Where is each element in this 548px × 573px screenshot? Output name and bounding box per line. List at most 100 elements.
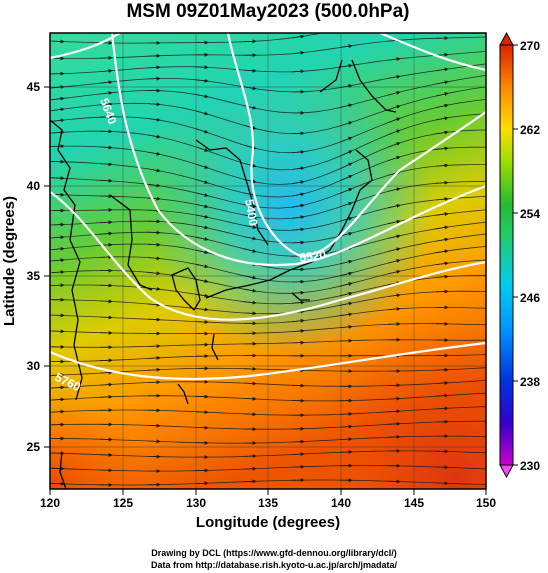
streamline-arrow bbox=[99, 102, 113, 107]
streamline-arrow bbox=[339, 312, 353, 317]
streamline-arrow bbox=[387, 409, 401, 414]
streamline-arrow bbox=[291, 227, 305, 232]
colorbar-min-arrow bbox=[499, 464, 514, 479]
streamline-arrow bbox=[387, 247, 401, 252]
coastline bbox=[50, 59, 397, 489]
streamline-arrow bbox=[387, 434, 401, 439]
streamline-arrow bbox=[243, 125, 257, 130]
colorbar-tick-238: 238 bbox=[520, 375, 540, 389]
streamline-arrow bbox=[195, 410, 209, 415]
streamline-arrow bbox=[147, 317, 161, 322]
colorbar-body bbox=[499, 44, 514, 466]
lon-tick-130: 130 bbox=[186, 496, 206, 510]
streamline-arrow bbox=[99, 178, 113, 183]
streamline-arrow bbox=[339, 175, 353, 182]
streamline-arrow bbox=[291, 318, 305, 323]
streamline-arrow bbox=[435, 274, 449, 279]
streamline-arrow bbox=[147, 242, 161, 247]
streamline-arrow bbox=[291, 166, 305, 171]
streamline-arrow bbox=[339, 201, 353, 208]
streamline bbox=[50, 180, 486, 220]
streamline-arrow bbox=[51, 96, 65, 101]
streamline-arrow bbox=[195, 394, 209, 399]
streamline-arrow bbox=[99, 255, 113, 260]
lon-tick-135: 135 bbox=[258, 496, 278, 510]
streamline-arrow bbox=[195, 225, 209, 230]
streamline-arrow bbox=[291, 149, 305, 154]
streamline-arrow bbox=[435, 406, 449, 411]
streamline-arrow bbox=[387, 74, 401, 79]
streamline-arrow bbox=[147, 117, 161, 122]
streamline-arrow bbox=[339, 271, 353, 277]
streamline-arrow bbox=[51, 107, 65, 112]
credit-data: Data from http://database.rish.kyoto-u.a… bbox=[150, 560, 398, 570]
streamline bbox=[50, 379, 486, 389]
streamline-arrow bbox=[147, 230, 161, 235]
streamline-arrow bbox=[339, 291, 353, 297]
streamline-arrow bbox=[387, 104, 401, 111]
streamline-arrow bbox=[435, 146, 449, 151]
streamline-arrow bbox=[435, 103, 449, 108]
height-contours bbox=[50, 33, 486, 381]
streamline-arrow bbox=[243, 396, 257, 401]
streamline-arrow bbox=[243, 381, 257, 386]
streamline-arrow bbox=[387, 155, 401, 161]
streamline-arrow bbox=[243, 412, 257, 417]
colorbar-tick-246: 246 bbox=[520, 291, 540, 305]
streamline-arrow bbox=[339, 136, 353, 143]
streamline-arrow bbox=[99, 162, 113, 167]
streamline-arrow bbox=[243, 68, 257, 73]
streamline-arrow bbox=[387, 396, 401, 401]
streamline-arrow bbox=[291, 192, 305, 197]
streamline-arrow bbox=[147, 439, 161, 444]
contour-label-2: 5400 bbox=[242, 198, 260, 227]
streamline-arrow bbox=[387, 258, 401, 264]
streamline-arrow bbox=[195, 128, 209, 134]
streamline-arrow bbox=[435, 197, 449, 202]
streamline-arrow bbox=[291, 300, 305, 305]
streamline-arrow bbox=[435, 237, 449, 242]
streamline-arrow bbox=[435, 225, 449, 230]
streamline-arrow bbox=[99, 299, 113, 304]
lon-tick-150: 150 bbox=[476, 496, 496, 510]
streamline-arrow bbox=[435, 180, 449, 185]
streamline-arrow bbox=[195, 307, 209, 312]
streamline-arrow bbox=[435, 163, 449, 168]
streamline-arrow bbox=[339, 121, 353, 127]
streamline-arrow bbox=[195, 481, 209, 486]
streamline-arrow bbox=[243, 275, 257, 280]
streamline bbox=[50, 74, 486, 114]
streamline-arrow bbox=[51, 385, 65, 390]
streamline-arrow bbox=[339, 259, 353, 265]
streamline bbox=[50, 392, 486, 402]
streamline bbox=[50, 63, 486, 93]
streamline-arrow bbox=[147, 168, 161, 173]
colorbar: 230 238 246 254 262 270 bbox=[499, 31, 540, 479]
streamline-arrow bbox=[195, 278, 209, 284]
streamline-arrow bbox=[147, 183, 161, 188]
streamline-arrow bbox=[51, 39, 65, 44]
streamline bbox=[50, 290, 486, 315]
streamline-arrow bbox=[339, 424, 353, 429]
streamline-arrow bbox=[291, 69, 305, 74]
streamline-arrow bbox=[243, 39, 257, 44]
streamline-arrow bbox=[195, 78, 209, 83]
streamline-arrow bbox=[387, 306, 401, 311]
streamline-arrow bbox=[195, 293, 209, 298]
lon-tick-120: 120 bbox=[40, 496, 60, 510]
streamline bbox=[50, 406, 486, 416]
colorbar-tick-254: 254 bbox=[520, 207, 540, 221]
streamline-arrow bbox=[147, 271, 161, 276]
streamline bbox=[50, 36, 486, 59]
streamline-arrow bbox=[387, 117, 401, 123]
streamline-arrow bbox=[387, 129, 401, 136]
streamline-arrow bbox=[435, 130, 449, 135]
streamline-arrow bbox=[99, 382, 113, 387]
streamline-arrow bbox=[387, 269, 401, 275]
streamline bbox=[50, 307, 486, 324]
streamline-arrow bbox=[99, 394, 113, 399]
streamline-arrow bbox=[51, 466, 65, 471]
map-plot: 5640 5400 5520 5760 bbox=[50, 33, 486, 489]
streamline-arrow bbox=[147, 151, 161, 156]
